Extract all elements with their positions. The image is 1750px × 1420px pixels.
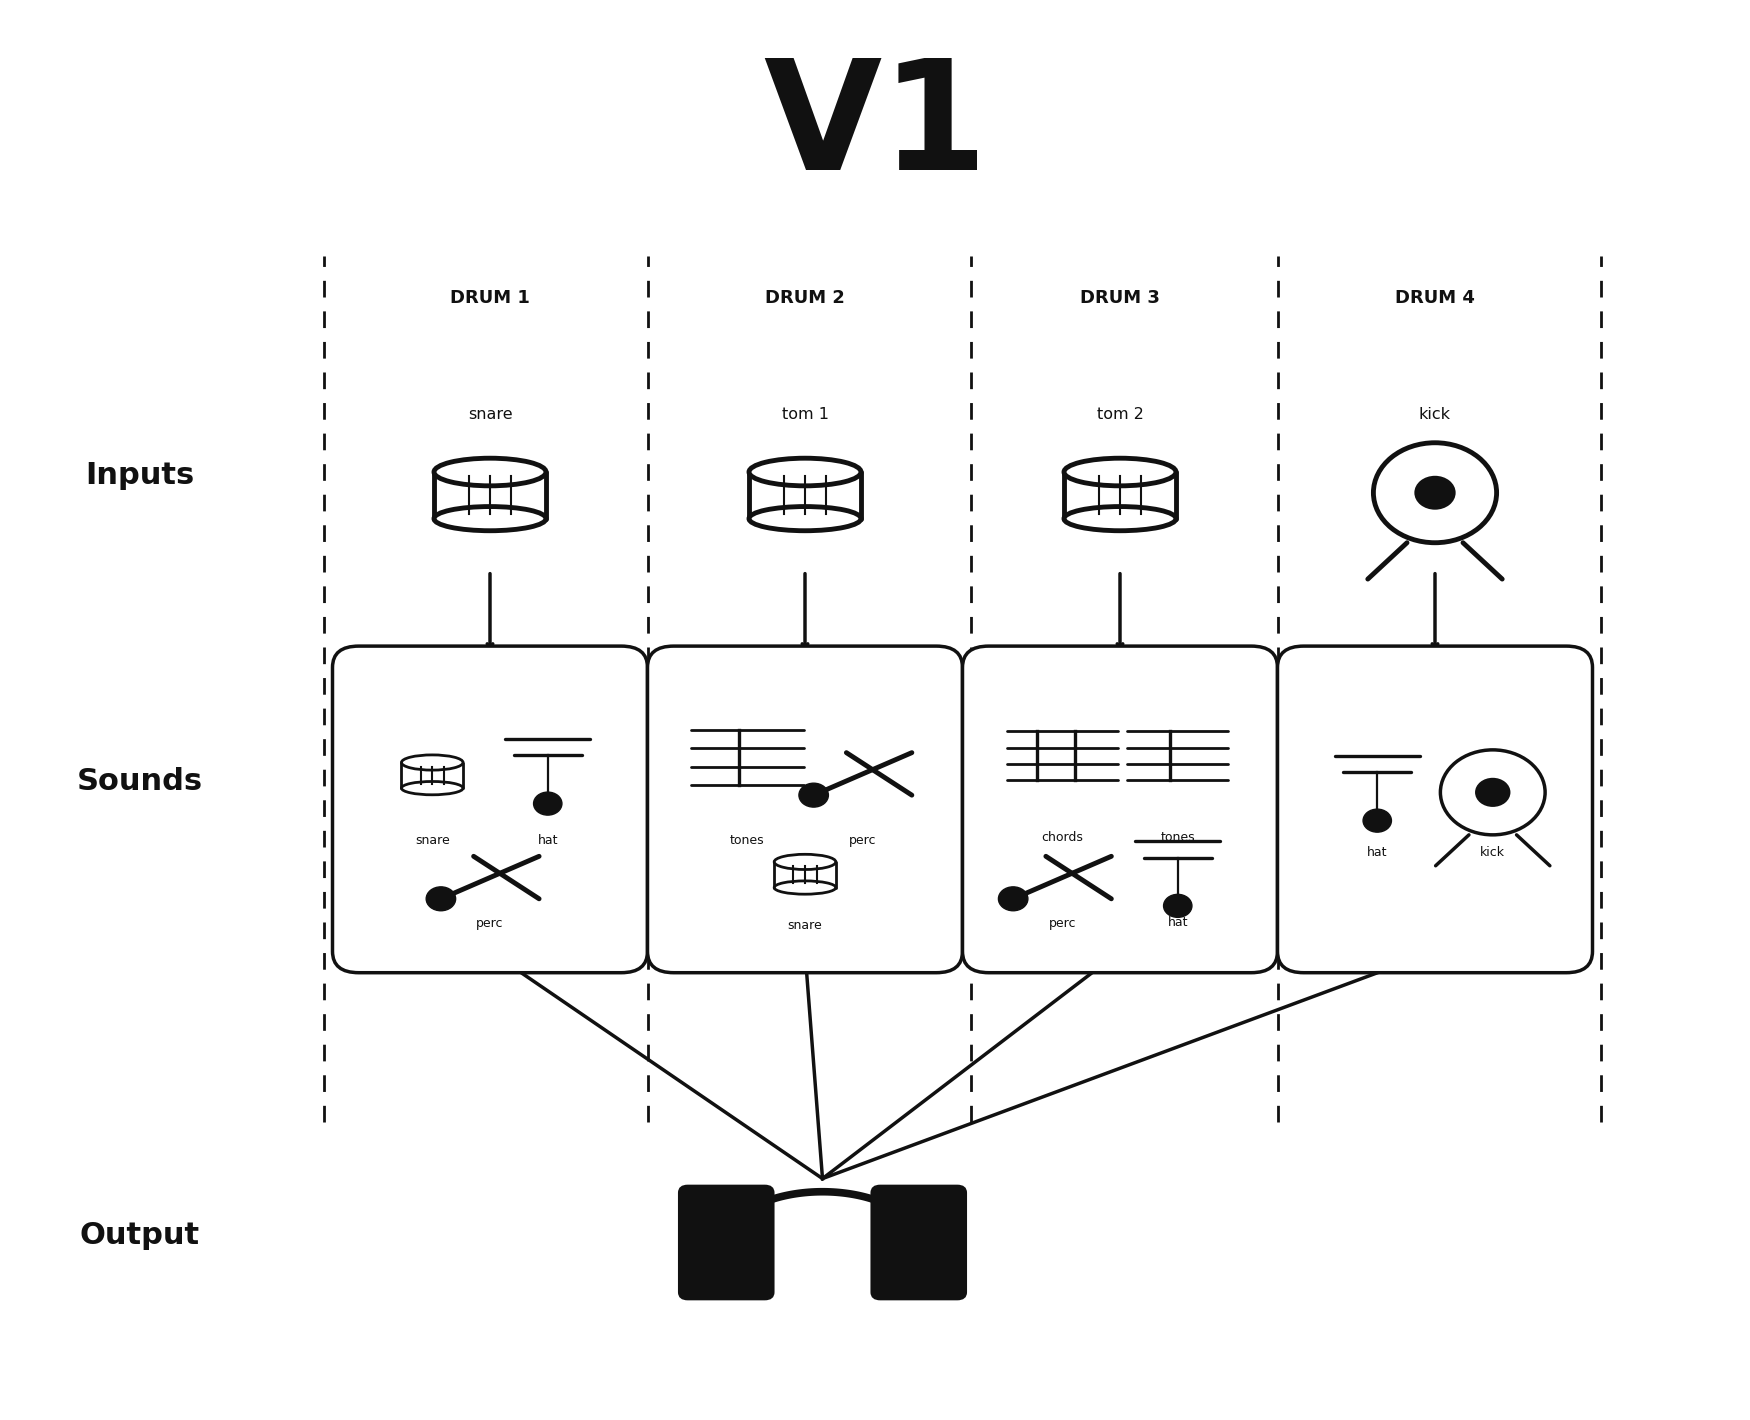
Ellipse shape bbox=[774, 855, 836, 869]
Ellipse shape bbox=[1064, 459, 1176, 486]
Text: Sounds: Sounds bbox=[77, 767, 203, 795]
FancyBboxPatch shape bbox=[963, 646, 1278, 973]
Text: tones: tones bbox=[730, 834, 765, 848]
Ellipse shape bbox=[434, 459, 546, 486]
Circle shape bbox=[1164, 895, 1192, 917]
Text: hat: hat bbox=[1167, 916, 1188, 930]
Text: perc: perc bbox=[849, 834, 877, 848]
Ellipse shape bbox=[434, 507, 546, 531]
Text: DRUM 3: DRUM 3 bbox=[1080, 290, 1160, 307]
Circle shape bbox=[1475, 778, 1510, 807]
FancyBboxPatch shape bbox=[332, 646, 648, 973]
Circle shape bbox=[427, 888, 455, 910]
Text: snare: snare bbox=[415, 834, 450, 848]
Text: chords: chords bbox=[1041, 831, 1083, 845]
Ellipse shape bbox=[749, 507, 861, 531]
Text: hat: hat bbox=[1367, 845, 1388, 859]
Text: tom 1: tom 1 bbox=[782, 408, 828, 422]
Text: snare: snare bbox=[788, 919, 822, 933]
Circle shape bbox=[999, 888, 1027, 910]
Circle shape bbox=[1374, 443, 1496, 542]
Ellipse shape bbox=[401, 781, 464, 795]
FancyBboxPatch shape bbox=[648, 646, 963, 973]
Text: perc: perc bbox=[476, 916, 504, 930]
FancyBboxPatch shape bbox=[679, 1186, 774, 1299]
Text: kick: kick bbox=[1419, 408, 1451, 422]
Text: DRUM 4: DRUM 4 bbox=[1395, 290, 1475, 307]
Circle shape bbox=[534, 792, 562, 815]
Circle shape bbox=[1363, 809, 1391, 832]
Circle shape bbox=[1416, 477, 1454, 508]
FancyBboxPatch shape bbox=[1278, 646, 1592, 973]
Text: kick: kick bbox=[1480, 845, 1505, 859]
Text: Inputs: Inputs bbox=[86, 462, 194, 490]
Text: Output: Output bbox=[80, 1221, 200, 1250]
Circle shape bbox=[800, 784, 828, 807]
Text: hat: hat bbox=[537, 834, 558, 848]
Text: tom 2: tom 2 bbox=[1097, 408, 1143, 422]
Text: tones: tones bbox=[1160, 831, 1195, 845]
Ellipse shape bbox=[401, 755, 464, 770]
Text: perc: perc bbox=[1048, 916, 1076, 930]
Text: snare: snare bbox=[467, 408, 513, 422]
Circle shape bbox=[1440, 750, 1545, 835]
Ellipse shape bbox=[1064, 507, 1176, 531]
Text: DRUM 2: DRUM 2 bbox=[765, 290, 845, 307]
Text: V1: V1 bbox=[763, 54, 987, 202]
Text: DRUM 1: DRUM 1 bbox=[450, 290, 530, 307]
Ellipse shape bbox=[774, 880, 836, 895]
Ellipse shape bbox=[749, 459, 861, 486]
FancyBboxPatch shape bbox=[872, 1186, 966, 1299]
